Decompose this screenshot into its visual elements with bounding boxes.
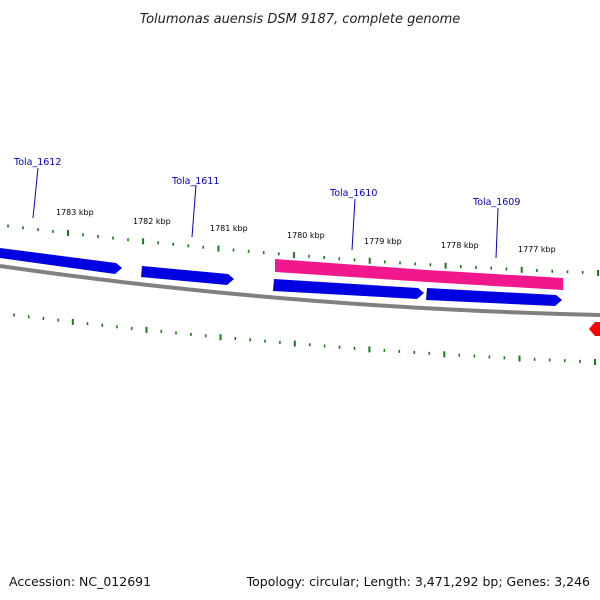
kbp-label-1783: 1783 kbp <box>56 208 94 217</box>
kbp-label-1777: 1777 kbp <box>518 245 556 254</box>
genome-backbone <box>0 264 600 317</box>
gene-arrow-tola-1612[interactable] <box>0 248 122 274</box>
gene-highlight-band[interactable] <box>275 259 563 290</box>
gene-label-tola-1609[interactable]: Tola_1609 <box>472 197 520 208</box>
gene-label-tola-1610[interactable]: Tola_1610 <box>329 188 377 199</box>
summary-text: Topology: circular; Length: 3,471,292 bp… <box>246 574 590 589</box>
accession-text: Accession: NC_012691 <box>9 574 151 589</box>
kbp-label-1782: 1782 kbp <box>133 217 171 226</box>
leader-line-tola-1612 <box>32 167 39 219</box>
gene-arrow-tola-1609[interactable] <box>426 288 562 306</box>
inner-tick-ring <box>13 313 596 365</box>
kbp-label-1779: 1779 kbp <box>364 237 402 246</box>
leader-line-tola-1611 <box>191 184 197 238</box>
map-title: Tolumonas auensis DSM 9187, complete gen… <box>140 12 461 27</box>
gene-arrow-tola-1610[interactable] <box>273 279 424 299</box>
outer-tick-ring <box>7 224 599 276</box>
gene-label-tola-1611[interactable]: Tola_1611 <box>171 176 219 187</box>
leader-line-tola-1609 <box>495 207 499 259</box>
kbp-label-1781: 1781 kbp <box>210 224 248 233</box>
red-feature-marker[interactable] <box>589 322 600 336</box>
kbp-label-1780: 1780 kbp <box>287 231 325 240</box>
leader-line-tola-1610 <box>351 198 356 251</box>
kbp-label-1778: 1778 kbp <box>441 241 479 250</box>
gene-label-tola-1612[interactable]: Tola_1612 <box>13 157 61 168</box>
gene-arrow-tola-1611[interactable] <box>141 266 234 285</box>
